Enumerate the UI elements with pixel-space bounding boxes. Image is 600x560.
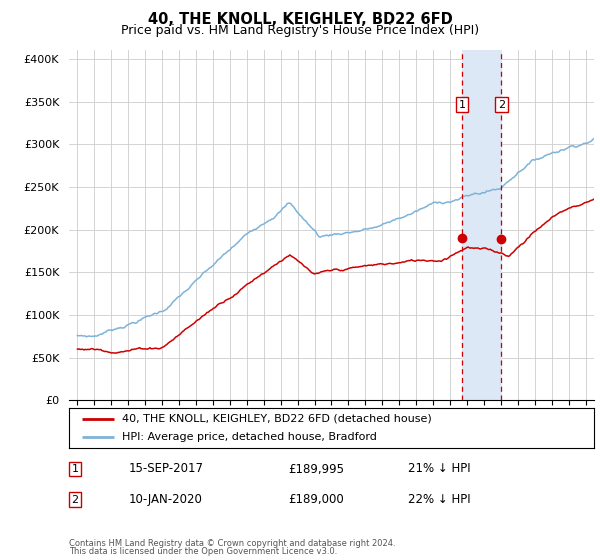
Text: 40, THE KNOLL, KEIGHLEY, BD22 6FD: 40, THE KNOLL, KEIGHLEY, BD22 6FD <box>148 12 452 27</box>
Text: Price paid vs. HM Land Registry's House Price Index (HPI): Price paid vs. HM Land Registry's House … <box>121 24 479 37</box>
Text: 1: 1 <box>458 100 466 110</box>
Text: 2: 2 <box>71 495 79 505</box>
Text: 10-JAN-2020: 10-JAN-2020 <box>129 493 203 506</box>
Text: 1: 1 <box>71 464 79 474</box>
Text: 22% ↓ HPI: 22% ↓ HPI <box>408 493 470 506</box>
Text: 15-SEP-2017: 15-SEP-2017 <box>129 463 204 475</box>
Text: Contains HM Land Registry data © Crown copyright and database right 2024.: Contains HM Land Registry data © Crown c… <box>69 539 395 548</box>
Text: 21% ↓ HPI: 21% ↓ HPI <box>408 463 470 475</box>
Text: HPI: Average price, detached house, Bradford: HPI: Average price, detached house, Brad… <box>121 432 376 442</box>
Text: 2: 2 <box>498 100 505 110</box>
Bar <box>462 50 502 400</box>
Text: £189,000: £189,000 <box>288 493 344 506</box>
Text: £189,995: £189,995 <box>288 463 344 475</box>
Text: 40, THE KNOLL, KEIGHLEY, BD22 6FD (detached house): 40, THE KNOLL, KEIGHLEY, BD22 6FD (detac… <box>121 414 431 423</box>
Text: This data is licensed under the Open Government Licence v3.0.: This data is licensed under the Open Gov… <box>69 547 337 556</box>
